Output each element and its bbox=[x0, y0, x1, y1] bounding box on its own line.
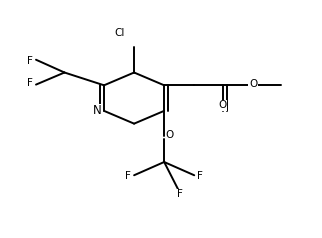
Text: Cl: Cl bbox=[115, 28, 125, 38]
Text: F: F bbox=[197, 171, 203, 181]
Text: N: N bbox=[93, 104, 101, 117]
Text: O: O bbox=[166, 130, 174, 140]
Text: O: O bbox=[249, 79, 257, 89]
Text: O: O bbox=[219, 100, 227, 110]
Text: F: F bbox=[27, 79, 33, 89]
Text: F: F bbox=[126, 171, 131, 181]
Text: F: F bbox=[177, 189, 183, 199]
Text: F: F bbox=[27, 56, 33, 66]
